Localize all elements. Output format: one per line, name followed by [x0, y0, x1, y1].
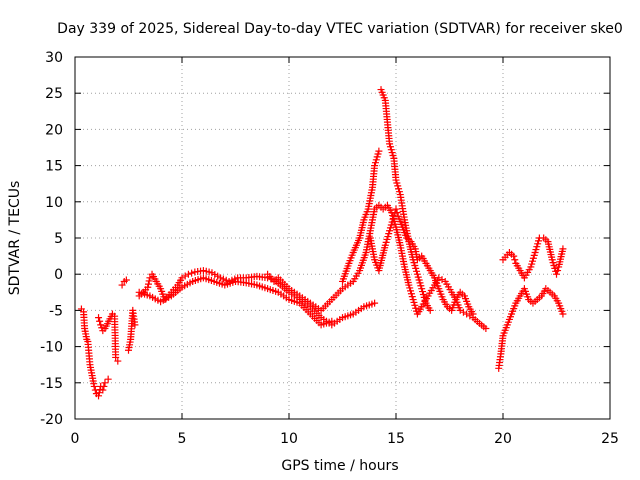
data-point — [95, 314, 103, 322]
y-axis-label: SDTVAR / TECUs — [7, 181, 23, 296]
data-point — [184, 270, 192, 278]
y-tick-label: -20 — [40, 412, 63, 428]
y-tick-label: -10 — [40, 340, 63, 356]
chart-title: Day 339 of 2025, Sidereal Day-to-day VTE… — [57, 21, 623, 37]
data-point — [438, 276, 446, 284]
data-point — [554, 267, 562, 275]
data-point — [96, 317, 104, 325]
data-point — [459, 308, 467, 316]
y-tick-label: -5 — [49, 303, 63, 319]
x-tick-label: 10 — [280, 431, 298, 447]
plot-frame — [74, 56, 611, 420]
data-point — [328, 317, 336, 325]
data-point — [101, 379, 109, 387]
y-tick-label: 5 — [54, 231, 63, 247]
data-point — [426, 306, 434, 314]
data-point — [146, 274, 154, 282]
data-point — [118, 281, 126, 289]
data-point — [114, 357, 122, 365]
data-point — [371, 299, 379, 307]
data-point — [393, 209, 401, 217]
y-tick-label: 15 — [45, 159, 63, 175]
x-tick-label: 5 — [178, 431, 187, 447]
data-point — [145, 277, 153, 285]
x-axis-label: GPS time / hours — [281, 458, 398, 474]
data-point — [466, 312, 474, 320]
data-point — [392, 205, 400, 213]
y-tick-label: 30 — [45, 50, 63, 66]
data-point — [559, 245, 567, 253]
data-point — [144, 283, 152, 291]
data-point — [90, 382, 98, 390]
x-tick-label: 20 — [494, 431, 512, 447]
data-point — [104, 375, 112, 383]
x-tick-label: 0 — [71, 431, 80, 447]
data-points — [77, 86, 567, 400]
data-point — [482, 325, 490, 332]
data-point — [100, 382, 108, 390]
series-group — [495, 234, 567, 372]
y-tick-label: 25 — [45, 86, 63, 102]
y-tick-label: -15 — [40, 376, 63, 392]
data-point — [181, 272, 189, 280]
data-point — [553, 270, 560, 278]
axis-ticks: 0 5 10 15 20 25 -20 -15 -10 -5 0 5 10 15 20 25 30 — [40, 50, 619, 447]
data-point — [375, 147, 383, 155]
grid-lines — [75, 57, 610, 419]
y-tick-label: 10 — [45, 195, 63, 211]
series-group — [135, 274, 336, 329]
data-point — [95, 389, 103, 397]
series-group — [366, 205, 477, 318]
y-tick-label: 20 — [45, 122, 63, 138]
data-point — [188, 269, 196, 277]
data-point — [559, 310, 567, 318]
x-tick-label: 25 — [601, 431, 619, 447]
x-tick-label: 15 — [387, 431, 405, 447]
series-group — [77, 276, 139, 400]
data-point — [511, 256, 519, 264]
data-point — [99, 386, 107, 394]
data-point — [122, 276, 130, 284]
data-point — [144, 280, 152, 288]
y-tick-label: 0 — [54, 267, 63, 283]
data-point — [112, 353, 120, 361]
data-point — [95, 392, 103, 400]
series-group — [264, 201, 490, 332]
data-point — [510, 252, 518, 260]
data-point — [469, 310, 477, 318]
data-point — [131, 321, 139, 329]
